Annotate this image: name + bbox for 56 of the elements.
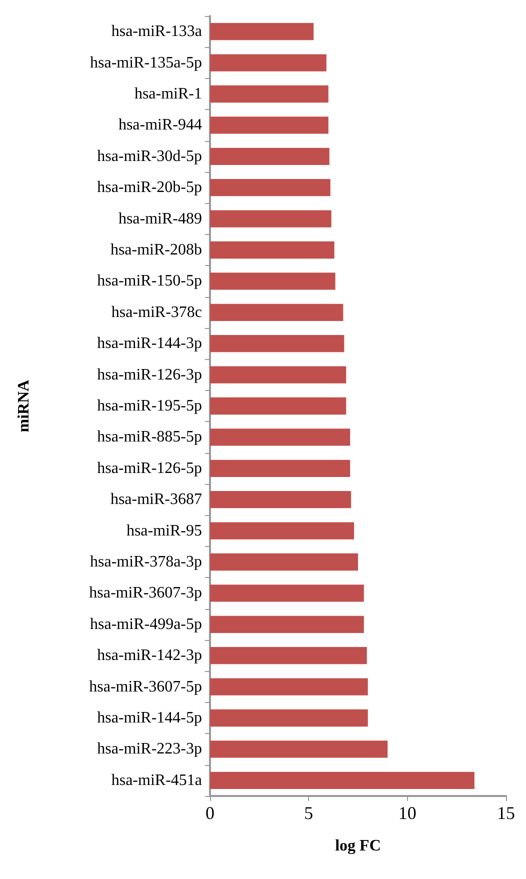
y-tick-label: hsa-miR-3607-5p [89, 678, 202, 696]
bar [210, 54, 326, 72]
y-tick-label: hsa-miR-378c [111, 304, 202, 321]
bar [210, 85, 328, 103]
y-tick-label: hsa-miR-150-5p [97, 272, 202, 290]
bar [210, 241, 334, 259]
x-tick-label: 5 [304, 803, 314, 823]
y-tick-label: hsa-miR-144-3p [97, 335, 202, 352]
bar [210, 678, 368, 696]
y-tick-label: hsa-miR-378a-3p [90, 554, 202, 570]
bar [210, 272, 336, 290]
bar [210, 616, 364, 633]
y-tick-label: hsa-miR-451a [111, 772, 202, 789]
bar [210, 116, 328, 134]
y-tick-label: hsa-miR-20b-5p [97, 179, 202, 196]
bar [210, 23, 314, 40]
y-tick-label: hsa-miR-223-3p [97, 740, 202, 758]
y-tick-label: hsa-miR-885-5p [97, 428, 202, 446]
y-tick-label: hsa-miR-944 [118, 116, 202, 134]
bar [210, 491, 352, 508]
y-tick-label: hsa-miR-1 [134, 86, 202, 102]
bar [210, 304, 344, 321]
y-tick-label: hsa-miR-195-5p [97, 398, 202, 414]
y-tick-label: hsa-miR-133a [111, 23, 202, 40]
bar [210, 148, 330, 165]
bar [210, 553, 358, 571]
y-tick-label: hsa-miR-3687 [110, 491, 202, 508]
y-tick-label: hsa-miR-30d-5p [97, 148, 202, 165]
bar [210, 428, 350, 446]
y-tick-label: hsa-miR-126-3p [97, 366, 202, 384]
x-axis-title: log FC [335, 838, 381, 854]
bar [210, 397, 346, 415]
bar [210, 584, 364, 602]
x-tick-label: 15 [497, 803, 515, 823]
y-tick-label: hsa-miR-126-5p [97, 460, 202, 477]
x-tick-label: 0 [206, 803, 214, 823]
bar [210, 335, 344, 352]
bar [210, 772, 474, 789]
y-axis-title: miRNA [16, 379, 32, 432]
bar [210, 366, 346, 384]
y-tick-label: hsa-miR-95 [126, 522, 202, 540]
bar [210, 179, 330, 196]
bar [210, 709, 368, 727]
y-tick-label: hsa-miR-142-3p [97, 647, 202, 664]
bar [210, 740, 388, 758]
x-tick-label: 10 [398, 803, 416, 823]
y-tick-label: hsa-miR-208b [110, 242, 202, 258]
bar [210, 522, 354, 540]
y-tick-label: hsa-miR-489 [118, 210, 202, 228]
y-tick-label: hsa-miR-144-5p [97, 710, 202, 726]
bar [210, 460, 350, 477]
bar [210, 647, 367, 664]
y-tick-label: hsa-miR-3607-3p [89, 584, 202, 602]
bar [210, 210, 332, 228]
y-tick-label: hsa-miR-499a-5p [90, 616, 202, 633]
y-tick-label: hsa-miR-135a-5p [90, 54, 202, 72]
